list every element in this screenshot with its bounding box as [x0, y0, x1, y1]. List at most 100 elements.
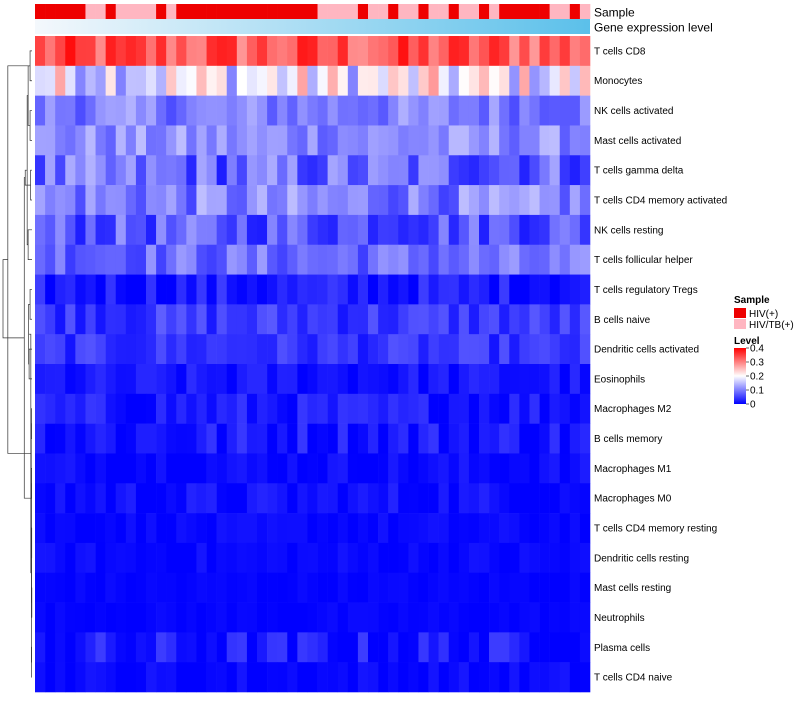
heatmap-cell: [570, 573, 580, 603]
heatmap-cell: [287, 185, 297, 215]
heatmap-cell: [489, 215, 499, 245]
heatmap-cell: [348, 483, 358, 513]
heatmap-cell: [85, 513, 95, 543]
sample-annotation-cell: [318, 4, 328, 19]
heatmap-cell: [540, 155, 550, 185]
sample-annotation-cell: [449, 4, 459, 19]
heatmap-cell: [55, 364, 65, 394]
heatmap-cell: [186, 424, 196, 454]
heatmap-cell: [55, 543, 65, 573]
heatmap-cell: [227, 573, 237, 603]
heatmap-cell: [529, 603, 539, 633]
heatmap-cell: [398, 36, 408, 66]
heatmap-cell: [65, 394, 75, 424]
heatmap-cell: [126, 36, 136, 66]
heatmap-cell: [418, 632, 428, 662]
heatmap-cell: [126, 632, 136, 662]
heatmap-cell: [418, 215, 428, 245]
heatmap-cell: [570, 603, 580, 633]
heatmap-cell: [277, 543, 287, 573]
heatmap-cell: [570, 513, 580, 543]
heatmap-cell: [45, 66, 55, 96]
heatmap-cell: [35, 424, 45, 454]
heatmap-cell: [429, 245, 439, 275]
heatmap-cell: [398, 66, 408, 96]
heatmap-cell: [418, 603, 428, 633]
heatmap-cell: [156, 573, 166, 603]
heatmap-cell: [156, 632, 166, 662]
heatmap-cell: [146, 424, 156, 454]
heatmap-cell: [509, 603, 519, 633]
heatmap-cell: [529, 453, 539, 483]
heatmap-cell: [328, 632, 338, 662]
heatmap-cell: [96, 96, 106, 126]
heatmap-cell: [570, 453, 580, 483]
heatmap-cell: [358, 394, 368, 424]
heatmap-cell: [570, 304, 580, 334]
heatmap-cell: [489, 573, 499, 603]
heatmap-cell: [146, 483, 156, 513]
heatmap-cell: [570, 66, 580, 96]
heatmap-cell: [176, 66, 186, 96]
heatmap-cell: [45, 603, 55, 633]
heatmap-cell: [560, 364, 570, 394]
row-label: NK cells resting: [594, 225, 663, 236]
heatmap-cell: [247, 394, 257, 424]
heatmap-cell: [75, 424, 85, 454]
heatmap-cell: [267, 275, 277, 305]
heatmap-cell: [459, 215, 469, 245]
heatmap-cell: [45, 424, 55, 454]
heatmap-cell: [267, 483, 277, 513]
heatmap-cell: [540, 304, 550, 334]
heatmap-cell: [560, 603, 570, 633]
heatmap-cell: [570, 215, 580, 245]
heatmap-cell: [237, 632, 247, 662]
heatmap-cell: [368, 66, 378, 96]
heatmap-cell: [277, 66, 287, 96]
heatmap-cell: [45, 662, 55, 692]
heatmap-cell: [580, 543, 590, 573]
heatmap-cell: [45, 513, 55, 543]
heatmap-cell: [388, 185, 398, 215]
heatmap-cell: [499, 662, 509, 692]
heatmap-cell: [75, 603, 85, 633]
heatmap-cell: [277, 603, 287, 633]
heatmap-cell: [519, 125, 529, 155]
heatmap-cell: [570, 185, 580, 215]
heatmap-cell: [469, 185, 479, 215]
heatmap-cell: [509, 513, 519, 543]
heatmap-cell: [106, 66, 116, 96]
heatmap-cell: [196, 96, 206, 126]
heatmap-cell: [85, 483, 95, 513]
heatmap-cell: [580, 96, 590, 126]
heatmap-cell: [570, 245, 580, 275]
sample-annotation-cell: [106, 4, 116, 19]
heatmap-cell: [85, 424, 95, 454]
heatmap-cell: [116, 603, 126, 633]
heatmap-cell: [35, 155, 45, 185]
heatmap-cell: [509, 424, 519, 454]
heatmap-cell: [126, 66, 136, 96]
row-label: Macrophages M1: [594, 464, 672, 475]
heatmap-cell: [247, 364, 257, 394]
heatmap-cell: [509, 125, 519, 155]
heatmap-cell: [126, 453, 136, 483]
heatmap-cell: [550, 334, 560, 364]
heatmap-cell: [55, 245, 65, 275]
dendrogram-branch: [30, 289, 32, 319]
heatmap-cell: [247, 424, 257, 454]
heatmap-cell: [287, 573, 297, 603]
heatmap-cell: [408, 275, 418, 305]
heatmap-cell: [338, 185, 348, 215]
heatmap-cell: [146, 513, 156, 543]
heatmap-cell: [176, 394, 186, 424]
heatmap-cell: [166, 543, 176, 573]
heatmap-cell: [469, 573, 479, 603]
heatmap-cell: [207, 424, 217, 454]
heatmap-cell: [35, 364, 45, 394]
sample-annotation-cell: [45, 4, 55, 19]
row-label: T cells regulatory Tregs: [594, 285, 698, 296]
heatmap-cell: [186, 334, 196, 364]
heatmap-cell: [358, 96, 368, 126]
heatmap-cell: [348, 304, 358, 334]
